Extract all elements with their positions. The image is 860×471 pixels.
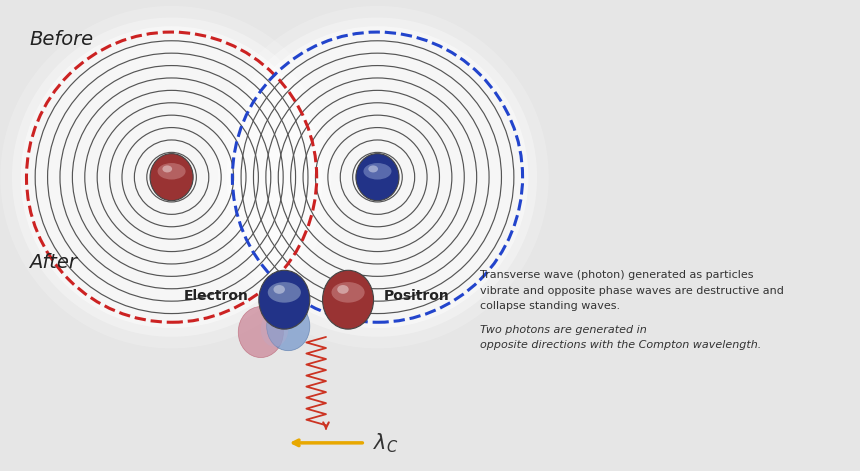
Ellipse shape <box>163 165 172 172</box>
Ellipse shape <box>368 165 378 172</box>
Ellipse shape <box>364 163 391 179</box>
Ellipse shape <box>259 270 310 329</box>
Ellipse shape <box>267 302 310 351</box>
Ellipse shape <box>226 26 528 328</box>
Ellipse shape <box>218 17 538 337</box>
Ellipse shape <box>150 154 194 201</box>
Text: Positron: Positron <box>384 289 449 303</box>
Ellipse shape <box>261 311 288 347</box>
Text: Before: Before <box>29 30 94 49</box>
Ellipse shape <box>0 6 343 349</box>
Ellipse shape <box>157 163 186 179</box>
Ellipse shape <box>21 26 322 328</box>
Text: Two photons are generated in
opposite directions with the Compton wavelength.: Two photons are generated in opposite di… <box>481 325 762 350</box>
Text: After: After <box>29 252 77 272</box>
Text: Electron: Electron <box>184 289 249 303</box>
Ellipse shape <box>356 154 399 201</box>
Ellipse shape <box>273 285 285 294</box>
Ellipse shape <box>12 17 331 337</box>
Ellipse shape <box>267 282 301 303</box>
Text: Transverse wave (photon) generated as particles
vibrate and opposite phase waves: Transverse wave (photon) generated as pa… <box>481 270 784 311</box>
Ellipse shape <box>322 270 373 329</box>
Text: $\lambda_C$: $\lambda_C$ <box>373 431 398 455</box>
Ellipse shape <box>337 285 348 294</box>
Ellipse shape <box>331 282 365 303</box>
Ellipse shape <box>238 307 283 357</box>
Ellipse shape <box>206 6 549 349</box>
